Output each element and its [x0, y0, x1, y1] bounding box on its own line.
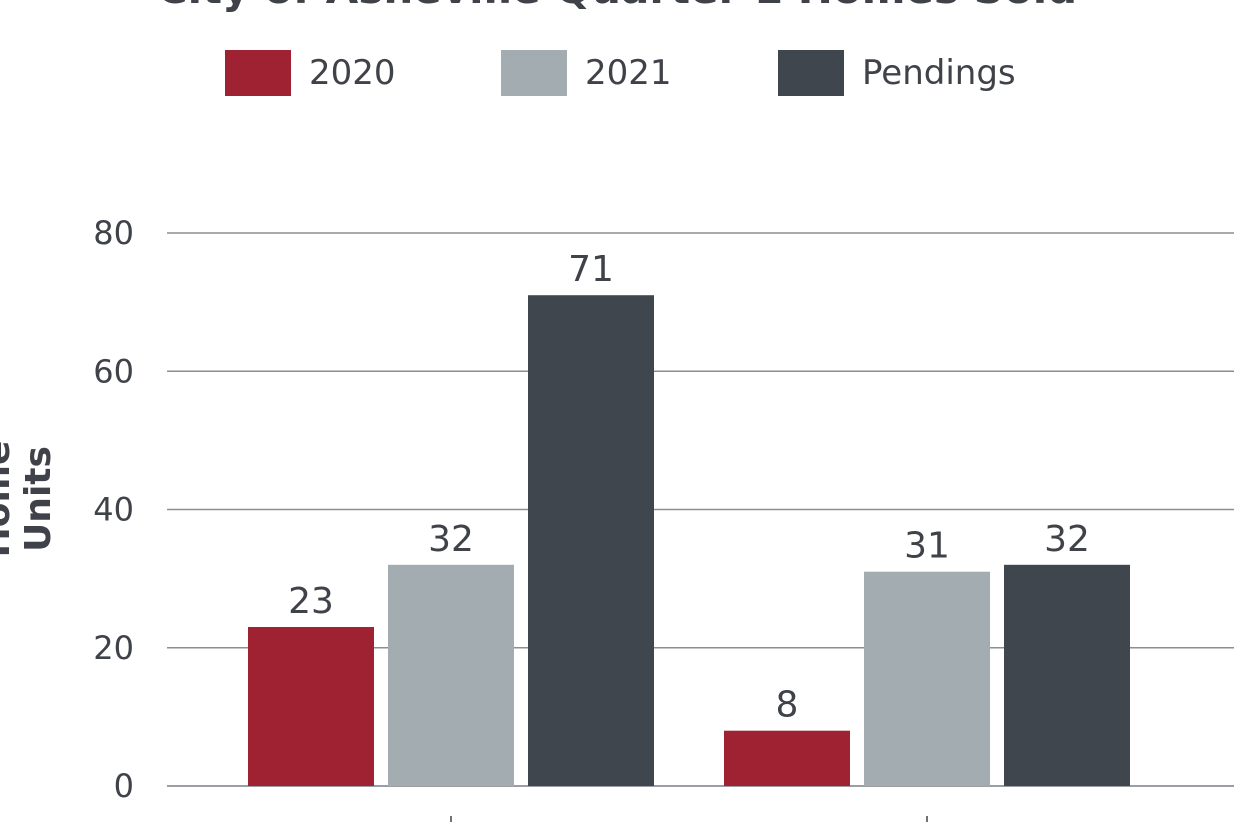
legend-swatch-2020 — [225, 50, 291, 96]
bar-pendings-group-1 — [528, 295, 654, 786]
value-label-2020-group-1: 23 — [288, 581, 334, 622]
legend-label-pendings: Pendings — [862, 53, 1016, 93]
value-label-2020-group-2: 8 — [776, 685, 799, 726]
bar-2021-group-2 — [864, 571, 990, 786]
legend-swatch-pendings — [778, 50, 844, 96]
value-label-2021-group-1: 32 — [428, 519, 474, 560]
bar-2021-group-1 — [388, 564, 514, 786]
y-tick-label-60: 60 — [93, 352, 134, 390]
legend-swatch-2021 — [501, 50, 567, 96]
bar-2020-group-2 — [724, 730, 850, 786]
chart-title: City of Asheville Quarter 1 Homes Sold — [0, 0, 1234, 13]
value-label-2021-group-2: 31 — [904, 526, 950, 567]
legend-item-pendings: Pendings — [778, 50, 1016, 96]
value-label-pendings-group-1: 71 — [568, 249, 614, 290]
y-tick-label-0: 0 — [114, 767, 134, 805]
y-tick-label-40: 40 — [93, 491, 134, 529]
y-tick-label-80: 80 — [93, 214, 134, 252]
legend-item-2020: 2020 — [225, 50, 396, 96]
value-label-pendings-group-2: 32 — [1044, 519, 1090, 560]
bar-pendings-group-2 — [1004, 564, 1130, 786]
legend-label-2021: 2021 — [585, 53, 672, 93]
y-tick-label-20: 20 — [93, 629, 134, 667]
legend-label-2020: 2020 — [309, 53, 396, 93]
legend-item-2021: 2021 — [501, 50, 672, 96]
bar-2020-group-1 — [248, 627, 374, 786]
